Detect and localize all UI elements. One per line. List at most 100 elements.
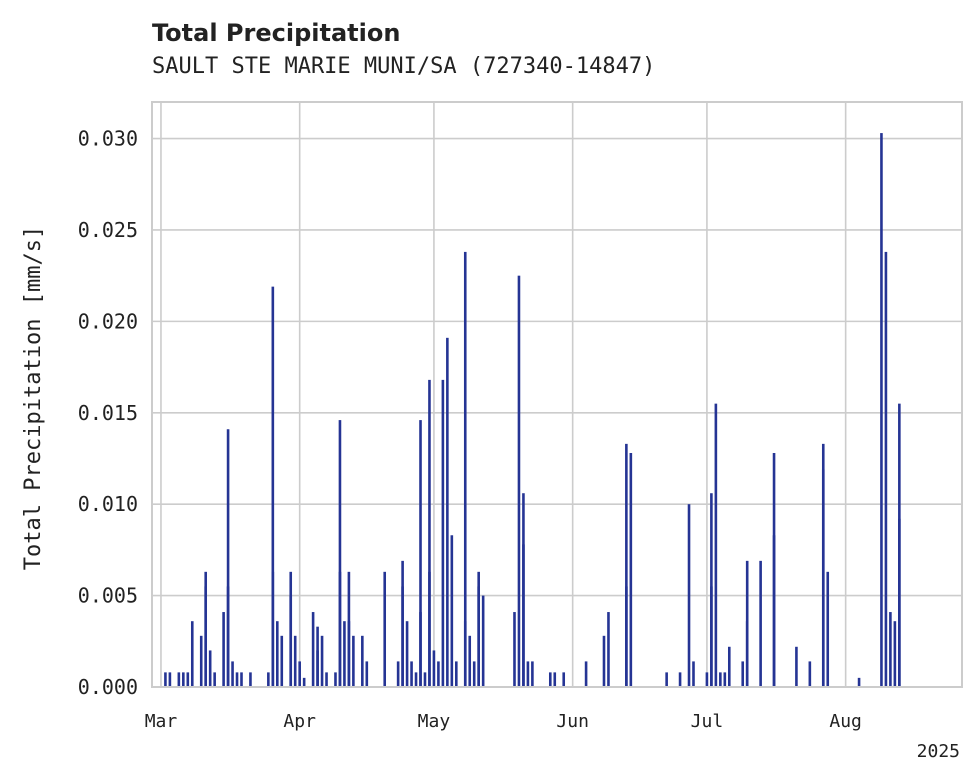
precip-bar: [383, 571, 387, 687]
precip-bar: [414, 672, 418, 687]
precip-bar: [741, 661, 745, 687]
y-tick-label: 0.005: [78, 584, 138, 608]
precip-bar: [423, 672, 427, 687]
precip-bar: [240, 672, 243, 687]
precip-bar: [553, 672, 557, 687]
precip-bar: [316, 626, 319, 687]
precip-bar: [889, 612, 892, 687]
precip-bar: [182, 672, 185, 687]
precip-bar: [298, 661, 301, 687]
y-tick-label: 0.010: [78, 492, 138, 516]
precip-bar: [714, 403, 718, 687]
precip-bar: [446, 337, 449, 687]
y-axis-ticks: 0.000 0.005 0.010 0.015 0.020 0.025 0.030: [78, 127, 138, 699]
precip-bar: [513, 612, 516, 687]
plot-frame: [151, 101, 963, 688]
precip-bar: [289, 571, 293, 687]
y-tick-label: 0.015: [78, 401, 138, 425]
precip-bar: [723, 672, 727, 687]
precip-bar: [625, 443, 628, 687]
precip-bar: [463, 251, 467, 687]
x-axis-ticks: Mar Apr May Jun Jul Aug: [145, 711, 862, 732]
precip-bar: [213, 672, 216, 687]
precip-bar: [311, 612, 315, 687]
precip-bar: [857, 677, 861, 687]
precip-bar: [678, 672, 682, 687]
precip-bar: [531, 661, 534, 687]
precip-bar: [772, 453, 776, 687]
precip-bar: [222, 612, 225, 687]
precip-bar: [365, 661, 369, 687]
precip-bar: [880, 133, 883, 687]
precip-bar: [338, 420, 342, 687]
precip-bar: [441, 379, 445, 687]
bar-series: [164, 133, 901, 687]
precip-bar: [477, 586, 480, 687]
x-tick-label: Mar: [145, 711, 178, 732]
chart-title: Total Precipitation: [152, 19, 400, 47]
x-tick-label: Jul: [691, 711, 724, 732]
precip-bar: [271, 286, 275, 687]
precip-bar: [168, 672, 172, 687]
precip-bar: [450, 535, 454, 687]
precip-bar: [280, 635, 284, 687]
precip-bar: [249, 672, 252, 687]
precip-bar: [199, 635, 203, 687]
precip-bar: [186, 672, 190, 687]
precip-bar: [893, 621, 897, 687]
precip-bar: [437, 661, 440, 687]
precip-bar: [190, 621, 194, 687]
precip-bar: [432, 650, 436, 687]
precip-bar: [727, 646, 731, 687]
precip-bar: [401, 560, 404, 687]
precip-bar: [343, 621, 346, 687]
precip-bar: [629, 453, 633, 687]
x-tick-label: Jun: [556, 711, 589, 732]
precip-bar: [410, 661, 413, 687]
precip-bar: [522, 493, 525, 687]
precip-bar: [293, 635, 297, 687]
precip-bar: [584, 661, 588, 687]
precip-bar: [692, 661, 695, 687]
precip-bar: [302, 677, 306, 687]
precip-bar: [235, 672, 239, 687]
y-tick-label: 0.000: [78, 675, 138, 699]
precip-bar: [226, 429, 230, 687]
precip-bar: [455, 661, 458, 687]
precip-bar: [405, 621, 409, 687]
y-tick-label: 0.030: [78, 127, 138, 151]
precip-bar: [208, 650, 212, 687]
precip-bar: [177, 672, 181, 687]
precip-bar: [687, 504, 691, 687]
precip-bar: [231, 661, 234, 687]
year-label: 2025: [917, 741, 960, 762]
precip-bar: [267, 672, 270, 687]
precip-bar: [710, 493, 713, 687]
precip-bar: [204, 571, 208, 687]
precip-bar: [347, 621, 351, 687]
precip-bar: [884, 251, 888, 687]
precip-bar: [325, 672, 328, 687]
y-tick-label: 0.020: [78, 309, 138, 333]
precip-bar: [745, 560, 749, 687]
precip-bar: [665, 672, 668, 687]
precip-bar: [795, 646, 798, 687]
precip-bar: [481, 595, 485, 687]
precip-bar: [759, 560, 762, 687]
precip-bar: [808, 661, 812, 687]
precip-bar: [164, 672, 167, 687]
precip-bar: [562, 672, 566, 687]
grid: [152, 102, 962, 688]
precip-bar: [517, 275, 521, 687]
precip-bar: [719, 672, 722, 687]
precip-bar: [334, 672, 337, 687]
chart-subtitle: SAULT STE MARIE MUNI/SA (727340-14847): [152, 54, 655, 79]
precip-bar: [826, 571, 830, 687]
precip-bar: [352, 635, 355, 687]
precip-bar: [419, 420, 422, 687]
y-tick-label: 0.025: [78, 218, 138, 242]
x-tick-label: Aug: [829, 711, 862, 732]
precip-bar: [361, 635, 364, 687]
precip-bar: [276, 621, 279, 687]
